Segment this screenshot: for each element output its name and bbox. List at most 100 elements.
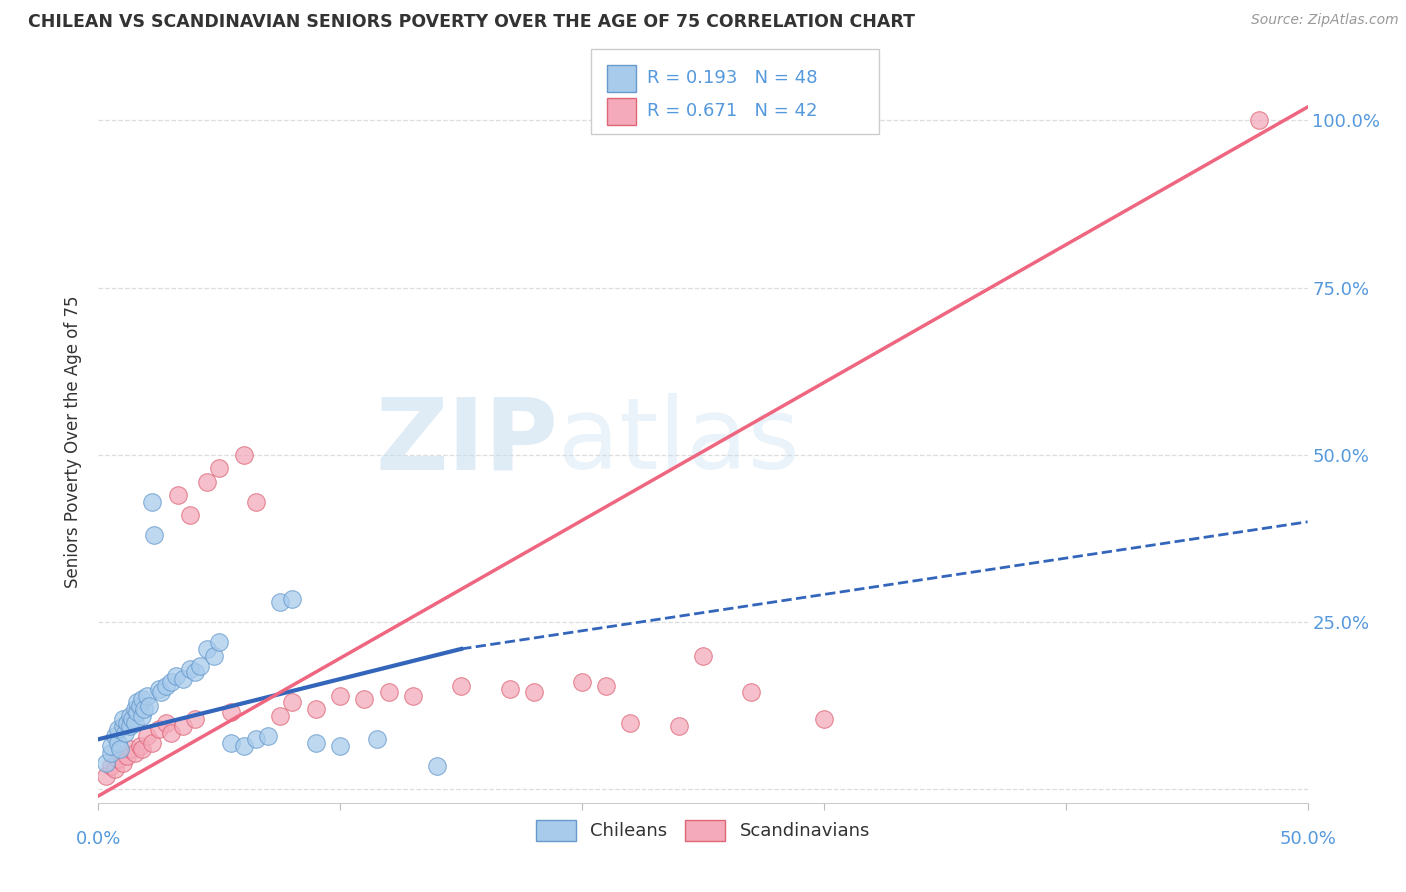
Point (232, 739, 254, 753)
Point (692, 648, 714, 663)
Point (208, 635, 231, 649)
Point (179, 662, 201, 676)
Point (124, 715, 146, 730)
Y-axis label: Seniors Poverty Over the Age of 75: Seniors Poverty Over the Age of 75 (65, 295, 83, 588)
Point (269, 708, 291, 723)
Point (121, 712, 143, 726)
Point (329, 689, 352, 703)
Text: 0.0%: 0.0% (76, 830, 121, 848)
Point (668, 719, 690, 733)
Point (100, 739, 122, 753)
Point (402, 689, 425, 703)
Text: 50.0%: 50.0% (1279, 830, 1336, 848)
Text: ZIP: ZIP (375, 393, 558, 490)
Point (100, 746, 122, 760)
Point (104, 729, 127, 743)
Text: R = 0.671   N = 42: R = 0.671 N = 42 (647, 103, 817, 120)
Point (813, 712, 835, 726)
Point (245, 494, 267, 508)
Point (124, 702, 146, 716)
Point (148, 723, 170, 737)
Point (111, 756, 134, 770)
Point (141, 494, 163, 508)
Point (281, 696, 304, 710)
Point (184, 712, 207, 726)
Point (94, 756, 117, 770)
Point (128, 698, 150, 713)
Point (100, 759, 122, 773)
Point (195, 475, 218, 489)
Point (124, 746, 146, 760)
Point (107, 752, 129, 766)
Point (232, 448, 254, 462)
Point (127, 696, 149, 710)
Point (155, 679, 177, 693)
Point (179, 508, 201, 523)
Point (377, 685, 399, 699)
Point (1249, 113, 1271, 128)
Point (195, 642, 218, 657)
Point (160, 675, 183, 690)
Point (165, 669, 187, 683)
Legend: Chileans, Scandinavians: Chileans, Scandinavians (529, 813, 877, 848)
Point (118, 719, 141, 733)
Point (148, 682, 170, 697)
Point (523, 685, 546, 699)
Point (134, 702, 156, 716)
Point (111, 719, 134, 733)
Point (571, 675, 593, 690)
Point (167, 488, 190, 502)
Point (595, 679, 617, 693)
Point (281, 591, 304, 606)
Point (269, 595, 291, 609)
Point (619, 715, 641, 730)
Point (426, 759, 449, 773)
Point (111, 712, 134, 726)
Point (450, 679, 472, 693)
Point (740, 685, 762, 699)
Point (107, 723, 129, 737)
Point (188, 658, 211, 673)
Point (107, 735, 129, 749)
Point (353, 692, 375, 706)
Point (305, 735, 328, 749)
Point (128, 739, 150, 753)
Point (138, 698, 160, 713)
Text: R = 0.193   N = 48: R = 0.193 N = 48 (647, 70, 817, 87)
Point (117, 715, 139, 730)
Point (118, 708, 141, 723)
Point (155, 715, 177, 730)
Point (131, 708, 153, 723)
Point (117, 749, 139, 764)
Point (204, 648, 226, 663)
Point (305, 702, 328, 716)
Text: CHILEAN VS SCANDINAVIAN SENIORS POVERTY OVER THE AGE OF 75 CORRELATION CHART: CHILEAN VS SCANDINAVIAN SENIORS POVERTY … (28, 13, 915, 31)
Point (208, 461, 231, 475)
Point (150, 685, 173, 699)
Point (184, 665, 207, 680)
Point (114, 725, 136, 739)
Point (131, 692, 153, 706)
Point (104, 762, 127, 776)
Text: Source: ZipAtlas.com: Source: ZipAtlas.com (1251, 13, 1399, 28)
Point (366, 732, 388, 747)
Point (172, 719, 194, 733)
Point (143, 528, 166, 542)
Point (108, 742, 131, 756)
Text: atlas: atlas (558, 393, 800, 490)
Point (94, 769, 117, 783)
Point (221, 735, 243, 749)
Point (329, 739, 352, 753)
Point (160, 725, 183, 739)
Point (135, 689, 157, 703)
Point (172, 672, 194, 686)
Point (221, 706, 243, 720)
Point (498, 682, 520, 697)
Point (131, 742, 153, 756)
Point (141, 735, 163, 749)
Point (256, 729, 278, 743)
Point (118, 742, 141, 756)
Point (127, 706, 149, 720)
Point (135, 729, 157, 743)
Point (245, 732, 267, 747)
